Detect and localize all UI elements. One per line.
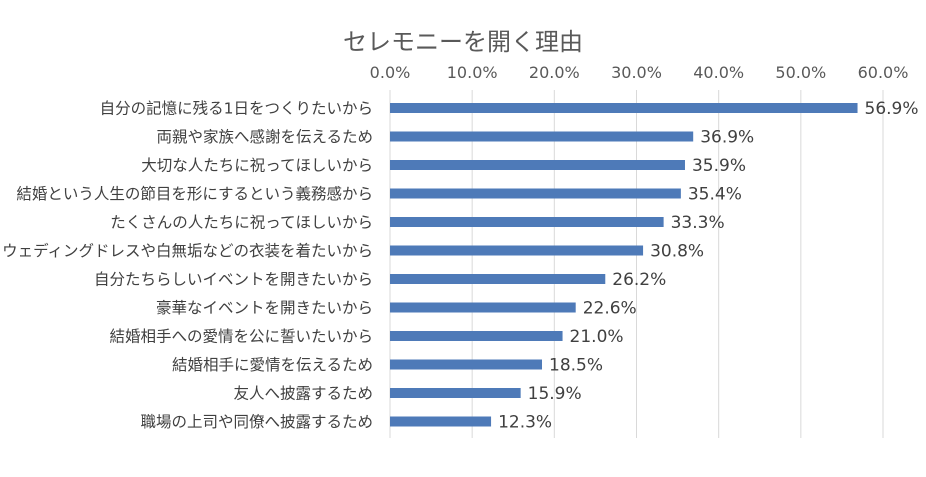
x-tick-label: 50.0% [775, 63, 826, 82]
category-label: たくさんの人たちに祝ってほしいから [110, 214, 373, 232]
bar [390, 388, 521, 398]
data-label: 30.8% [650, 242, 704, 262]
bar [390, 302, 576, 313]
bar [390, 160, 685, 170]
bar [390, 331, 563, 341]
data-label: 56.9% [865, 99, 919, 119]
bar [390, 274, 606, 284]
x-tick-label: 60.0% [858, 63, 909, 82]
x-tick-label: 40.0% [693, 63, 744, 82]
x-tick-label: 30.0% [611, 63, 662, 82]
chart-title: セレモニーを開く理由 [343, 28, 583, 56]
category-label: 大切な人たちに祝ってほしいから [141, 157, 373, 175]
x-tick-label: 20.0% [529, 63, 580, 82]
data-label: 12.3% [498, 413, 552, 433]
bar [390, 131, 694, 142]
x-tick-label: 0.0% [370, 63, 411, 82]
category-label: 結婚相手への愛情を公に誓いたいから [109, 328, 373, 346]
category-label: 結婚相手に愛情を伝えるため [172, 356, 373, 374]
data-label: 15.9% [528, 384, 582, 404]
bar [390, 359, 543, 370]
data-label: 36.9% [700, 128, 754, 148]
category-label: 友人へ披露するため [233, 385, 373, 403]
category-label: 自分の記憶に残る1日をつくりたいから [100, 100, 373, 118]
data-label: 21.0% [570, 327, 624, 347]
data-label: 35.9% [692, 156, 746, 176]
category-label: 豪華なイベントを開きたいから [156, 298, 373, 317]
category-label: 両親や家族へ感謝を伝えるため [156, 128, 373, 146]
bar [390, 245, 644, 256]
x-tick-label: 10.0% [447, 63, 498, 82]
bar [390, 416, 492, 427]
data-label: 22.6% [583, 299, 637, 319]
data-label: 26.2% [612, 270, 666, 290]
category-label: 自分たちらしいイベントを開きたいから [94, 271, 373, 289]
category-label: 結婚という人生の節目を形にするという義務感から [16, 185, 373, 203]
bar [390, 217, 664, 227]
bar [390, 188, 681, 199]
data-label: 35.4% [688, 185, 742, 205]
data-label: 33.3% [671, 213, 725, 233]
category-label: ウェディングドレスや白無垢などの衣装を着たいから [2, 241, 373, 260]
bar [390, 103, 858, 113]
data-label: 18.5% [549, 356, 603, 376]
category-label: 職場の上司や同僚へ披露するため [140, 413, 373, 431]
